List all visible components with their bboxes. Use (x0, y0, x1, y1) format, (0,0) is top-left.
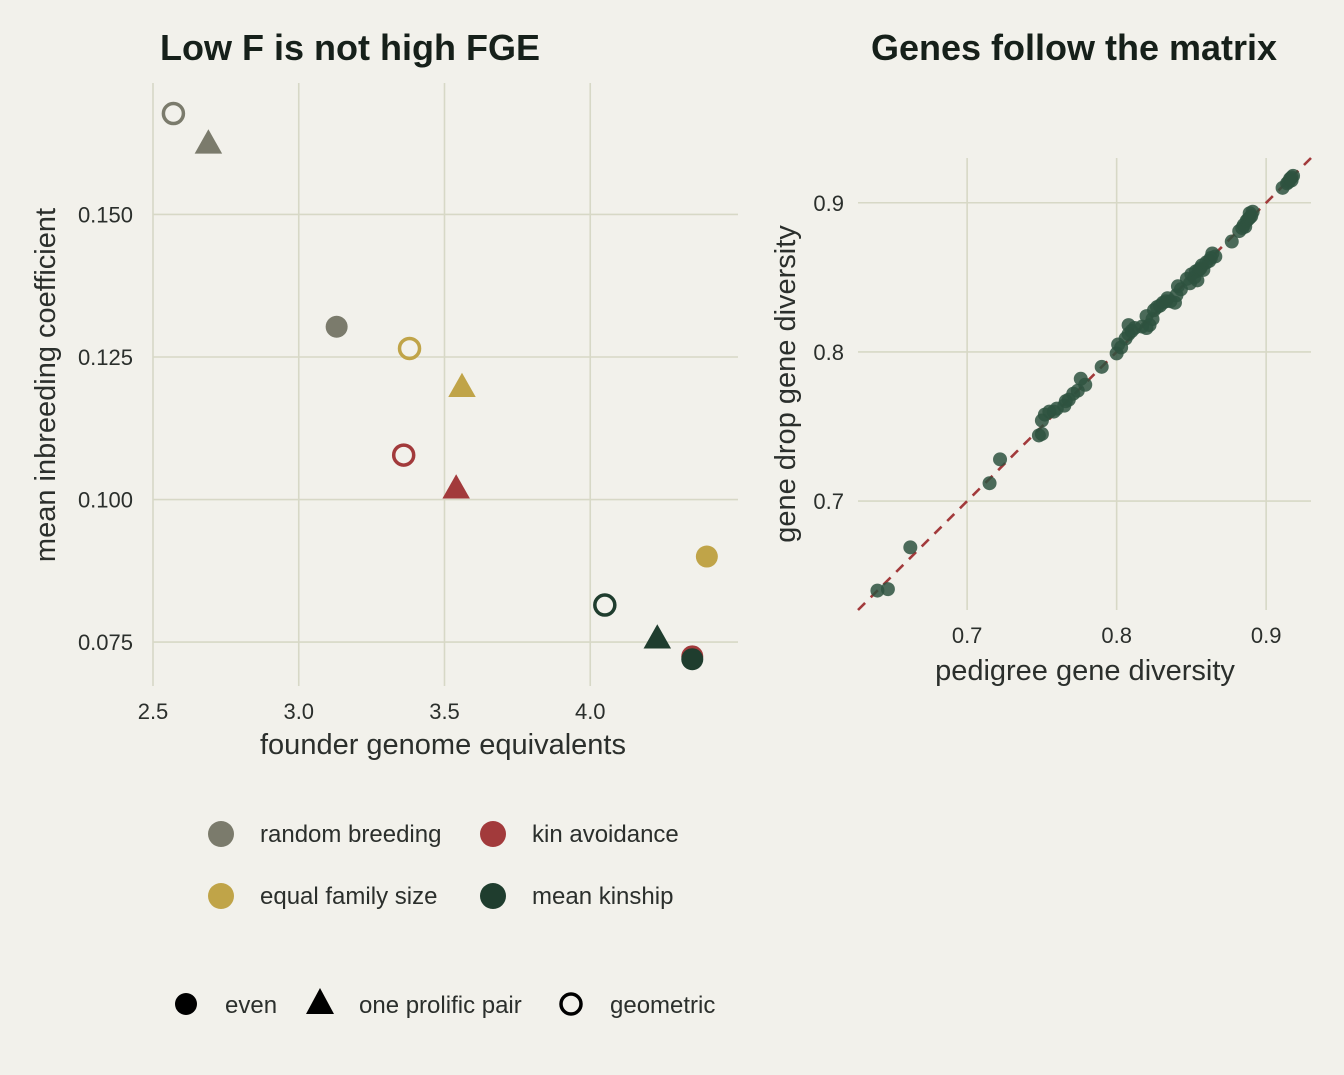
panel2-point (903, 540, 918, 555)
panel2-x-tick-labels: 0.7 0.8 0.9 (952, 623, 1282, 648)
panel1-y-tick: 0.075 (78, 630, 133, 655)
panel2-gridlines (858, 158, 1311, 610)
panel-fge-vs-inbreeding: Low F is not high FGE 2.5 3.0 3.5 4.0 0.075… (30, 27, 738, 761)
panel1-point-random-breeding-one-prolific-pair (194, 129, 223, 154)
panel1-point-kin-avoidance-one-prolific-pair (442, 474, 470, 499)
legend-shape-label: one prolific pair (359, 992, 522, 1019)
panel2-title: Genes follow the matrix (871, 27, 1277, 68)
panel1-x-tick: 4.0 (575, 699, 606, 724)
panel2-y-tick-labels: 0.7 0.8 0.9 (813, 191, 844, 514)
panel1-x-axis-label: founder genome equivalents (260, 729, 626, 761)
panel2-x-tick: 0.7 (952, 623, 983, 648)
panel1-point-equal-family-size-one-prolific-pair (448, 372, 476, 398)
panel1-x-tick: 3.5 (429, 699, 460, 724)
shape-legend: even one prolific pair geometric (175, 988, 715, 1019)
panel1-y-tick: 0.150 (78, 202, 133, 227)
legend-swatch-mean-kinship (480, 883, 506, 909)
panel1-y-tick-labels: 0.075 0.100 0.125 0.150 (78, 202, 133, 655)
legend-label-mean-kinship: mean kinship (532, 883, 673, 910)
panel1-point-kin-avoidance-geometric (391, 443, 416, 467)
panel2-y-tick: 0.7 (813, 489, 844, 514)
panel2-point (1286, 168, 1301, 183)
panel2-point (1094, 359, 1109, 374)
panel2-point (993, 452, 1008, 467)
legend-swatch-kin-avoidance (480, 821, 506, 847)
panel2-point (982, 476, 997, 491)
panel1-title: Low F is not high FGE (160, 27, 540, 68)
panel1-points (161, 101, 718, 671)
panel2-points (870, 168, 1301, 598)
panel1-point-mean-kinship-one-prolific-pair (643, 624, 672, 649)
panel-pedigree-vs-genedrop: Genes follow the matrix 0.7 0.8 0.9 0.7 0.8… (770, 27, 1312, 687)
panel2-point (1245, 204, 1260, 219)
legend-shape-even (175, 993, 197, 1015)
legend-label-equal-family-size: equal family size (260, 883, 437, 910)
panel2-x-tick: 0.9 (1251, 623, 1282, 648)
panel2-point (1208, 249, 1223, 264)
panel1-point-equal-family-size-even (695, 545, 718, 568)
legend-swatch-random-breeding (208, 821, 234, 847)
panel2-point (1190, 273, 1205, 288)
panel2-x-tick: 0.8 (1101, 623, 1132, 648)
legend-label-random-breeding: random breeding (260, 821, 441, 848)
panel1-point-random-breeding-even (325, 315, 348, 338)
legend-swatch-equal-family-size (208, 883, 234, 909)
panel2-y-tick: 0.9 (813, 191, 844, 216)
panel2-point (880, 582, 895, 597)
panel1-point-mean-kinship-even (681, 648, 704, 671)
panel1-y-axis-label: mean inbreeding coefficient (30, 208, 62, 562)
panel1-y-tick: 0.125 (78, 345, 133, 370)
panel1-point-mean-kinship-geometric (593, 593, 617, 617)
panel1-x-tick: 2.5 (138, 699, 169, 724)
panel2-point (1224, 234, 1239, 249)
legend-shape-label: even (225, 992, 277, 1019)
panel2-point (1078, 377, 1093, 392)
legend-shape-geometric (559, 992, 583, 1016)
legend-label-kin-avoidance: kin avoidance (532, 821, 679, 848)
panel2-y-tick: 0.8 (813, 340, 844, 365)
panel1-y-tick: 0.100 (78, 488, 133, 513)
panel2-y-axis-label: gene drop gene diversity (770, 225, 802, 543)
panel2-x-axis-label: pedigree gene diversity (935, 655, 1235, 687)
panel1-gridlines (152, 83, 738, 686)
panel1-x-tick-labels: 2.5 3.0 3.5 4.0 (138, 699, 606, 724)
panel1-x-tick: 3.0 (283, 699, 314, 724)
legend-shape-triangle (306, 988, 334, 1014)
color-legend: random breeding kin avoidance equal family… (208, 821, 679, 910)
legend-shape-label: geometric (610, 992, 715, 1019)
panel1-point-random-breeding-geometric (161, 101, 186, 126)
panel2-point (870, 583, 885, 598)
panel1-point-equal-family-size-geometric (397, 336, 422, 361)
panel2-point (1034, 426, 1049, 441)
